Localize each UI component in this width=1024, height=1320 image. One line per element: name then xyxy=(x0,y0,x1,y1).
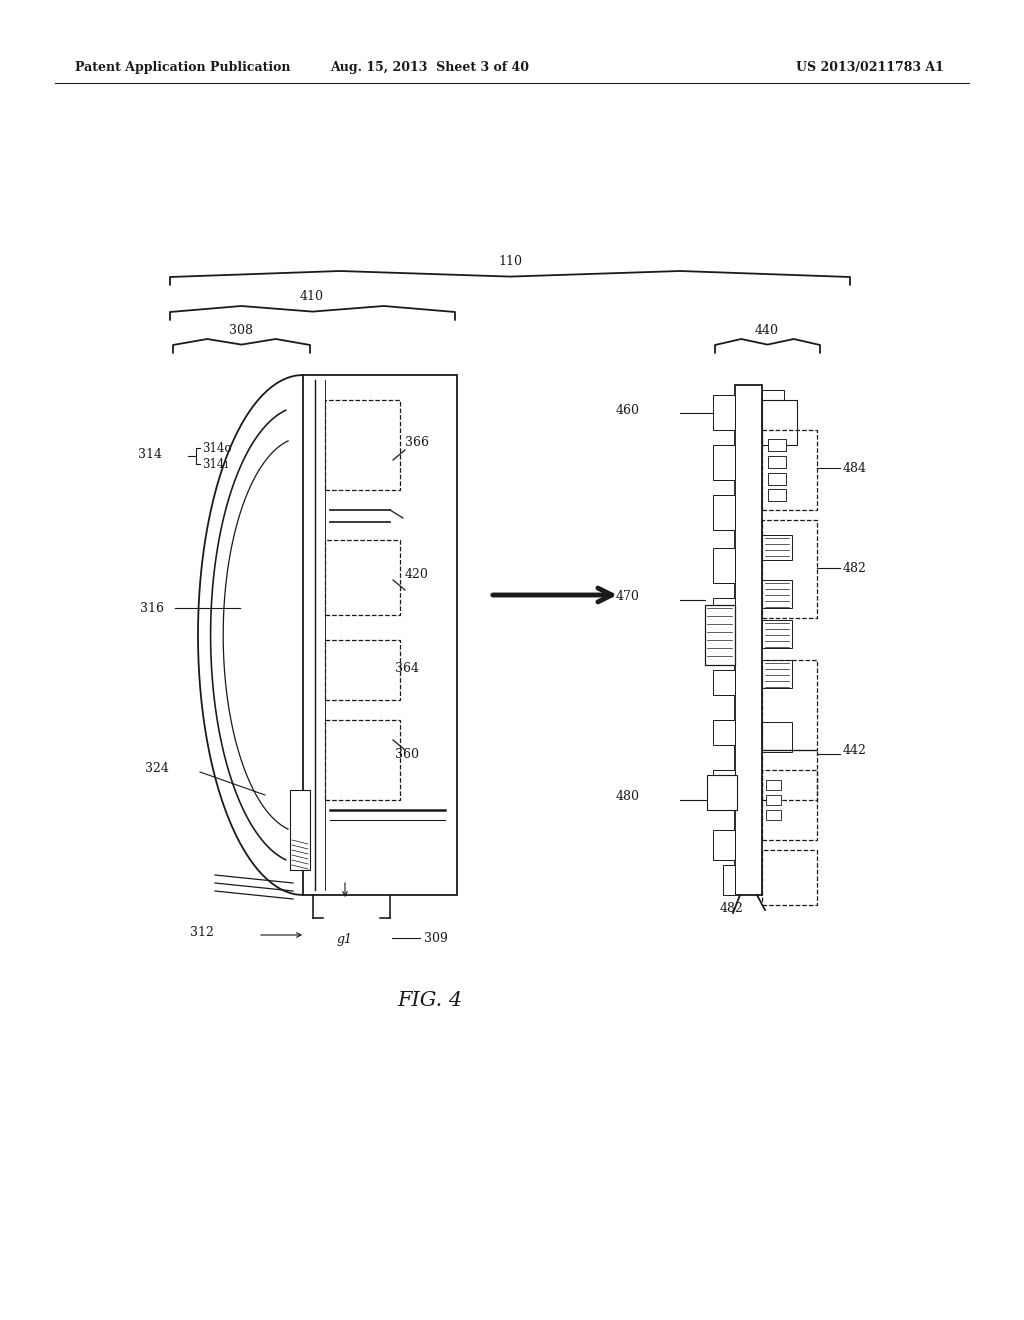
Text: 314: 314 xyxy=(138,449,162,462)
Bar xyxy=(768,488,786,502)
Bar xyxy=(762,850,817,906)
Bar xyxy=(766,795,781,805)
Bar xyxy=(713,830,735,861)
Text: 309: 309 xyxy=(424,932,447,945)
Bar xyxy=(713,495,735,531)
Text: 440: 440 xyxy=(755,323,779,337)
Bar xyxy=(325,719,400,800)
Bar xyxy=(762,660,792,688)
Text: 442: 442 xyxy=(843,743,867,756)
Bar xyxy=(325,540,400,615)
Text: 360: 360 xyxy=(395,748,419,762)
Bar xyxy=(713,635,735,657)
Bar xyxy=(713,671,735,696)
Text: 110: 110 xyxy=(498,255,522,268)
Text: 314o: 314o xyxy=(202,441,231,454)
Bar xyxy=(325,640,400,700)
Bar xyxy=(735,385,762,895)
Bar xyxy=(713,770,735,810)
Text: 316: 316 xyxy=(140,602,164,615)
Text: 420: 420 xyxy=(406,569,429,582)
Bar xyxy=(325,400,400,490)
Bar xyxy=(705,605,735,665)
Bar xyxy=(762,420,784,432)
Text: Patent Application Publication: Patent Application Publication xyxy=(75,62,291,74)
Bar xyxy=(762,430,817,510)
Bar xyxy=(762,520,817,618)
Bar xyxy=(723,865,735,895)
Bar xyxy=(713,719,735,744)
Bar xyxy=(303,375,457,895)
Bar xyxy=(762,620,792,648)
Text: 480: 480 xyxy=(616,791,640,804)
Text: Aug. 15, 2013  Sheet 3 of 40: Aug. 15, 2013 Sheet 3 of 40 xyxy=(331,62,529,74)
Bar xyxy=(762,770,817,840)
Text: 410: 410 xyxy=(300,290,324,304)
Text: 324: 324 xyxy=(145,762,169,775)
Text: 308: 308 xyxy=(229,323,253,337)
Bar xyxy=(762,405,784,417)
Bar xyxy=(766,780,781,789)
Bar xyxy=(762,579,792,609)
Bar xyxy=(762,722,792,752)
Bar xyxy=(762,750,817,800)
Text: 460: 460 xyxy=(616,404,640,417)
Polygon shape xyxy=(198,375,303,895)
Bar xyxy=(768,473,786,484)
Text: 482: 482 xyxy=(720,902,743,915)
Bar xyxy=(713,598,735,620)
Text: FIG. 4: FIG. 4 xyxy=(397,990,463,1010)
Bar xyxy=(713,445,735,480)
Text: US 2013/0211783 A1: US 2013/0211783 A1 xyxy=(796,62,944,74)
Bar xyxy=(766,810,781,820)
Text: 484: 484 xyxy=(843,462,867,474)
Bar xyxy=(290,789,310,870)
Text: 482: 482 xyxy=(843,561,867,574)
Text: 364: 364 xyxy=(395,661,419,675)
Text: g1: g1 xyxy=(337,933,353,946)
Bar xyxy=(762,660,817,750)
Bar xyxy=(762,389,784,403)
Text: 314i: 314i xyxy=(202,458,228,470)
Bar xyxy=(762,535,792,560)
Text: 312: 312 xyxy=(190,925,214,939)
Text: 470: 470 xyxy=(616,590,640,603)
Bar xyxy=(768,440,786,451)
Bar xyxy=(768,455,786,469)
Bar xyxy=(713,548,735,583)
Bar xyxy=(707,775,737,810)
Bar xyxy=(762,400,797,445)
Bar xyxy=(713,395,735,430)
Text: 366: 366 xyxy=(406,436,429,449)
